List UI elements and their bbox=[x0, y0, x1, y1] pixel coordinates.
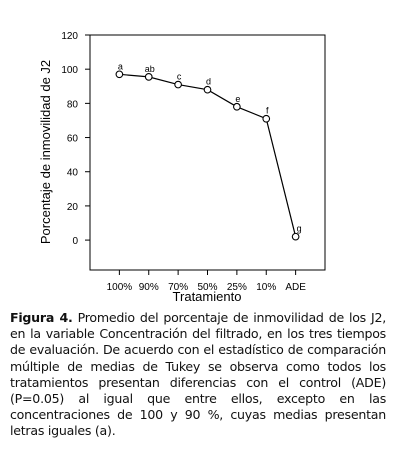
caption: Figura 4. Promedio del porcentaje de inm… bbox=[10, 310, 386, 440]
plot-frame bbox=[89, 34, 326, 271]
point-annotation: a bbox=[118, 61, 123, 71]
data-point bbox=[144, 73, 153, 81]
x-tick-label: 50% bbox=[197, 282, 217, 293]
x-tick-label: 70% bbox=[168, 282, 188, 293]
x-tick-label: 25% bbox=[227, 282, 247, 293]
data-point bbox=[115, 70, 124, 79]
x-tick-label: ADE bbox=[285, 282, 306, 293]
data-point bbox=[233, 102, 241, 111]
point-annotation: f bbox=[266, 106, 269, 116]
y-tick-label: 40 bbox=[67, 168, 79, 179]
point-annotation: d bbox=[206, 77, 211, 87]
chart: Porcentaje de inmovilidad de J2 Tratamie… bbox=[38, 31, 326, 304]
point-annotation: g bbox=[297, 224, 302, 234]
y-tick-label: 20 bbox=[67, 202, 79, 213]
point-annotation: e bbox=[235, 94, 240, 104]
x-axis-label: Tratamiento bbox=[173, 289, 242, 304]
y-tick-label: 0 bbox=[72, 236, 78, 247]
y-tick-label: 120 bbox=[61, 31, 78, 42]
data-point bbox=[203, 85, 212, 94]
x-tick-label: 90% bbox=[139, 282, 159, 293]
data-point bbox=[291, 232, 300, 241]
data-point bbox=[174, 80, 182, 89]
y-tick-label: 100 bbox=[61, 65, 78, 76]
caption-label: Figura 4. bbox=[10, 310, 73, 325]
series-line bbox=[119, 73, 297, 237]
y-tick-label: 80 bbox=[67, 99, 79, 110]
x-tick-label: 100% bbox=[107, 282, 133, 293]
data-point bbox=[262, 114, 271, 123]
point-annotation: c bbox=[177, 72, 182, 82]
caption-text: Promedio del porcentaje de inmovilidad d… bbox=[10, 310, 386, 439]
point-annotation: ab bbox=[145, 64, 155, 74]
y-tick-label: 60 bbox=[67, 134, 79, 145]
y-axis-label: Porcentaje de inmovilidad de J2 bbox=[38, 60, 53, 244]
x-tick-label: 10% bbox=[256, 282, 276, 293]
